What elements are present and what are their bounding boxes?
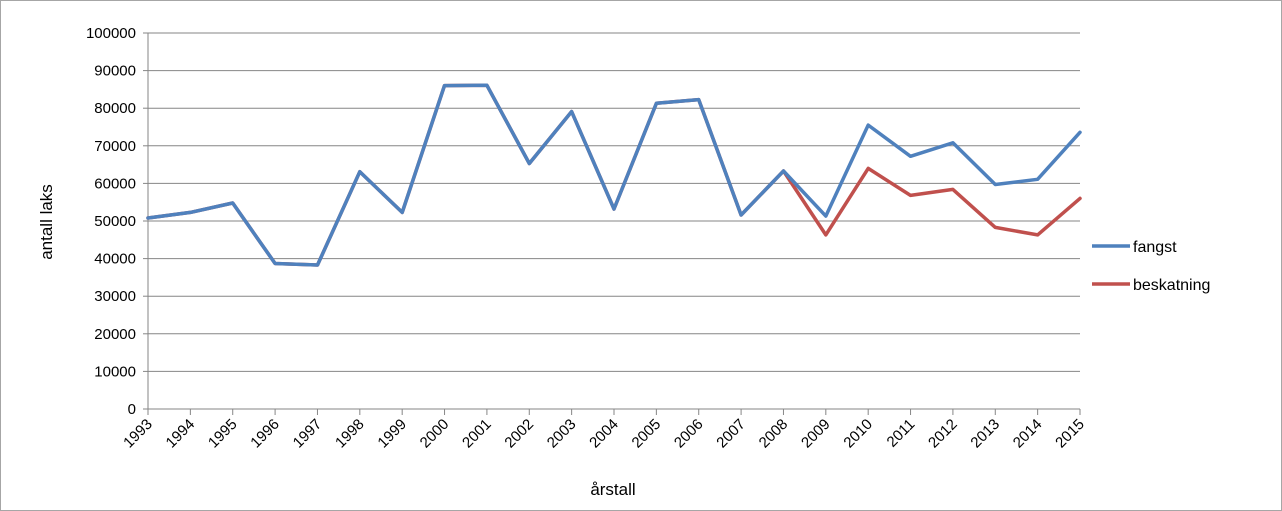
legend: fangst beskatning (1092, 239, 1210, 294)
x-tick-label-1999: 1999 (374, 416, 410, 452)
x-tick-label-2000: 2000 (417, 416, 453, 452)
series-line-fangst (146, 83, 1082, 267)
x-axis-tick-labels: 1993 1994 1995 1996 1997 1998 1999 2000 2001 2002… (120, 416, 1088, 452)
y-tick-label-30000: 30000 (94, 288, 136, 305)
y-tick-label-40000: 40000 (94, 251, 136, 268)
y-tick-label-60000: 60000 (94, 175, 136, 192)
axes (143, 32, 1081, 415)
x-tick-label-1994: 1994 (163, 416, 199, 452)
x-tick-label-2006: 2006 (671, 416, 707, 452)
series-line-beskatning (146, 83, 1082, 267)
x-tick-label-2012: 2012 (925, 416, 961, 452)
x-tick-label-2014: 2014 (1010, 416, 1046, 452)
x-tick-label-2010: 2010 (840, 416, 876, 452)
x-tick-label-1995: 1995 (205, 416, 241, 452)
x-tick-label-2008: 2008 (756, 416, 792, 452)
x-tick-label-1997: 1997 (290, 416, 326, 452)
x-tick-label-2011: 2011 (884, 416, 919, 451)
y-tick-label-0: 0 (128, 401, 136, 418)
x-axis-title: årstall (590, 480, 635, 499)
x-tick-label-2005: 2005 (629, 416, 665, 452)
y-axis-title: antall laks (37, 184, 56, 260)
x-tick-label-2009: 2009 (798, 416, 834, 452)
x-tick-label-1998: 1998 (332, 416, 368, 452)
gridlines (148, 32, 1080, 372)
y-tick-label-100000: 100000 (86, 25, 136, 42)
legend-label-beskatning: beskatning (1133, 277, 1210, 294)
y-axis-tick-labels: 0 10000 20000 30000 40000 50000 60000 70000 8000… (86, 25, 136, 418)
legend-label-fangst: fangst (1133, 239, 1177, 256)
x-tick-label-2001: 2001 (459, 416, 495, 452)
series-lines (146, 83, 1082, 267)
x-tick-label-1993: 1993 (120, 416, 156, 452)
y-tick-label-80000: 80000 (94, 100, 136, 117)
x-tick-label-2015: 2015 (1052, 416, 1088, 452)
y-tick-label-70000: 70000 (94, 138, 136, 155)
x-tick-label-2007: 2007 (713, 416, 749, 452)
y-tick-label-10000: 10000 (94, 363, 136, 380)
x-tick-label-2003: 2003 (544, 416, 580, 452)
y-tick-label-50000: 50000 (94, 213, 136, 230)
x-tick-label-2004: 2004 (586, 416, 622, 452)
x-tick-label-1996: 1996 (247, 416, 283, 452)
y-tick-label-20000: 20000 (94, 326, 136, 343)
x-tick-label-2013: 2013 (967, 416, 1003, 452)
x-tick-label-2002: 2002 (501, 416, 537, 452)
y-tick-label-90000: 90000 (94, 63, 136, 80)
